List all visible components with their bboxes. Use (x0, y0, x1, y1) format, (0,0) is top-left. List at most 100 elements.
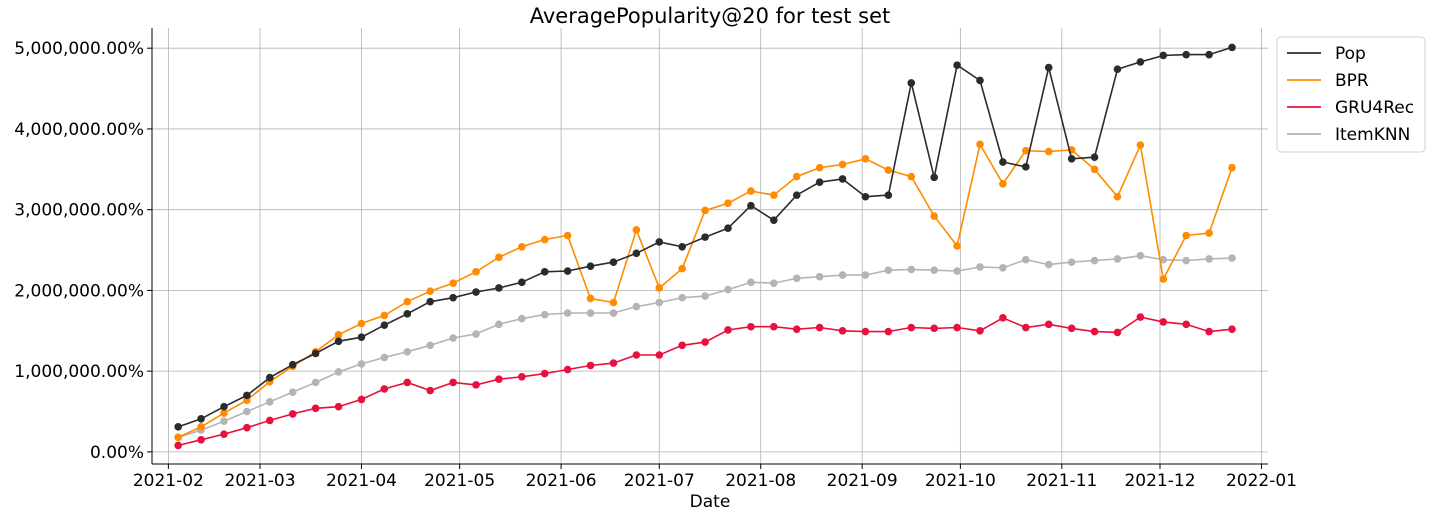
data-point (403, 378, 412, 387)
x-tick-label: 2021-03 (224, 471, 295, 491)
data-point (1182, 256, 1190, 265)
data-point (1205, 229, 1213, 237)
data-point (357, 395, 366, 404)
data-point (724, 285, 732, 294)
data-point (792, 172, 801, 181)
data-point (174, 441, 182, 450)
data-point (243, 407, 251, 416)
data-point (815, 323, 824, 332)
data-point (770, 322, 778, 331)
y-tick-label: 5,000,000.00% (14, 39, 144, 59)
data-point (701, 206, 709, 215)
x-tick-label: 2021-08 (725, 471, 796, 491)
data-point (472, 268, 480, 276)
legend-item-itemknn: ItemKNN (1287, 125, 1410, 145)
data-point (1022, 255, 1030, 264)
data-point (815, 272, 824, 281)
data-point (655, 351, 664, 359)
data-point (632, 351, 641, 359)
data-point (311, 404, 320, 413)
data-point (1228, 43, 1236, 52)
data-point (1022, 163, 1030, 171)
data-point (197, 435, 205, 444)
data-point (655, 238, 664, 246)
data-point (518, 373, 526, 381)
data-point (449, 378, 457, 387)
x-tick-label: 2021-09 (827, 471, 898, 491)
data-point (540, 268, 549, 276)
data-point (884, 327, 893, 336)
data-point (540, 310, 549, 319)
legend-label: BPR (1335, 71, 1369, 91)
data-point (495, 320, 503, 329)
series-layer (174, 43, 1236, 450)
data-point (678, 293, 686, 302)
data-point (930, 266, 938, 275)
data-point (1044, 320, 1053, 329)
data-point (1067, 258, 1076, 266)
data-point (586, 361, 595, 370)
data-point (678, 264, 686, 273)
series-pop (174, 43, 1236, 431)
chart-title: AveragePopularity@20 for test set (530, 4, 891, 28)
x-axis-label: Date (690, 492, 731, 512)
data-point (540, 235, 549, 244)
data-point (1090, 327, 1099, 336)
data-point (357, 333, 366, 342)
data-point (930, 173, 938, 182)
data-point (701, 233, 709, 241)
data-point (266, 416, 274, 425)
data-point (518, 314, 526, 323)
series-bpr (174, 140, 1236, 442)
data-point (1136, 141, 1145, 149)
data-point (1090, 165, 1099, 174)
data-point (907, 79, 916, 87)
data-point (472, 288, 480, 296)
data-point (288, 388, 297, 396)
data-point (724, 199, 732, 208)
data-point (747, 201, 755, 210)
grid (152, 28, 1268, 464)
data-point (747, 187, 755, 195)
data-point (586, 294, 595, 303)
legend: Pop BPR GRU4Rec ItemKNN (1276, 36, 1426, 153)
series-line-bpr (177, 142, 1233, 439)
data-point (1182, 231, 1190, 240)
data-point (632, 249, 641, 258)
data-point (884, 191, 893, 199)
data-point (426, 297, 434, 306)
data-point (243, 391, 251, 400)
data-point (403, 310, 412, 318)
data-point (174, 433, 182, 442)
data-point (678, 243, 686, 251)
data-point (953, 61, 961, 69)
data-point (220, 409, 228, 417)
data-point (1067, 324, 1076, 333)
data-point (861, 155, 870, 163)
data-point (1022, 323, 1030, 332)
data-point (403, 347, 412, 356)
x-tick-label: 2022-01 (1226, 471, 1297, 491)
data-point (197, 423, 205, 431)
data-point (632, 226, 641, 234)
data-point (1044, 63, 1053, 72)
data-point (495, 253, 503, 262)
data-point (1228, 325, 1236, 333)
data-point (1228, 163, 1236, 172)
data-point (266, 398, 274, 406)
data-point (449, 279, 457, 287)
data-point (678, 341, 686, 350)
series-line-itemknn (177, 254, 1233, 439)
data-point (838, 160, 847, 169)
data-point (815, 163, 824, 172)
data-point (1159, 255, 1168, 264)
data-point (288, 410, 297, 418)
data-point (953, 267, 961, 275)
legend-label: Pop (1335, 44, 1366, 64)
data-point (609, 359, 618, 367)
data-point (770, 279, 778, 287)
data-point (1022, 146, 1030, 155)
y-tick-label: 2,000,000.00% (14, 281, 144, 301)
data-point (701, 338, 709, 346)
data-point (472, 330, 480, 338)
